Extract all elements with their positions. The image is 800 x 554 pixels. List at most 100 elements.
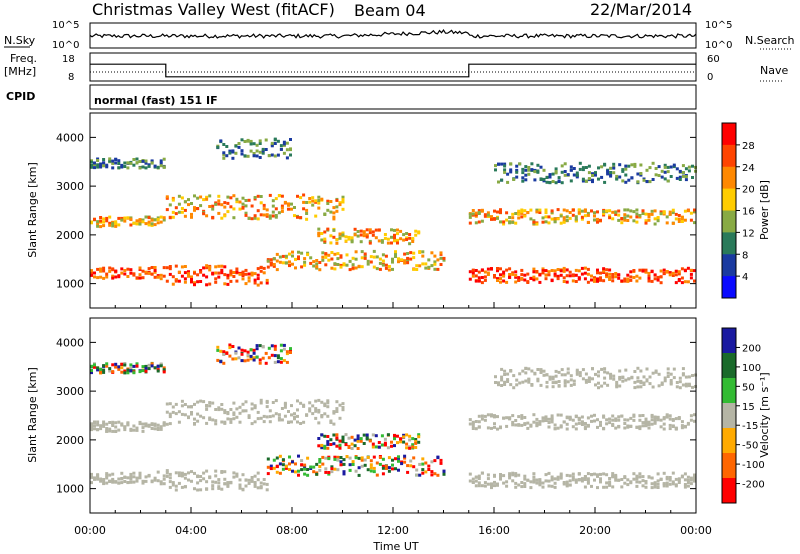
power-cells-cell: [99, 216, 103, 219]
vel-cells-cell: [327, 457, 331, 461]
power-cells-cell: [174, 212, 178, 216]
vel-cells-cell: [551, 385, 555, 389]
power-cells-cell: [387, 265, 391, 268]
vel-cells-cell: [132, 428, 136, 432]
vel-cells-cell: [357, 473, 361, 477]
vel-cells-cell: [439, 458, 443, 462]
power-cells-cell: [602, 269, 606, 273]
vel-cells-cell: [411, 437, 415, 441]
power-cells-cell: [378, 261, 382, 265]
vel-cells-cell: [659, 477, 663, 481]
power-cells-cell: [338, 236, 342, 240]
vel-cells-cell: [141, 429, 145, 433]
power-cells-cell: [202, 198, 206, 202]
vel-cells-cell: [650, 413, 654, 417]
vel-cells-cell: [187, 405, 190, 409]
vel-cells-cell: [633, 370, 637, 373]
power-cells-cell: [683, 218, 687, 222]
vel-cells-cell: [108, 479, 112, 483]
power-cells-cell: [199, 280, 203, 283]
vel-cells-cell: [93, 427, 96, 431]
power-cells-cell: [220, 203, 224, 207]
vel-cells-cell: [235, 474, 239, 478]
vel-cells-cell: [129, 369, 133, 373]
power-cells-cell: [480, 276, 484, 279]
vel-cells-cell: [120, 370, 124, 374]
vel-cells-cell: [323, 412, 327, 416]
power-cells-cell: [609, 166, 613, 170]
vel-cells-cell: [123, 480, 127, 483]
power-cells-cell: [509, 170, 513, 174]
power-cells-cell: [477, 270, 481, 274]
colorbar-tick-label: 200: [742, 343, 761, 354]
vel-cells-cell: [430, 470, 434, 474]
power-cells-cell: [674, 217, 678, 221]
vel-cells-cell: [674, 426, 678, 430]
power-cells-cell: [641, 209, 645, 213]
vel-cells-cell: [123, 371, 127, 375]
vel-cells-cell: [571, 478, 575, 482]
freq-tick-bottom: 8: [68, 72, 74, 83]
power-cells-cell: [114, 224, 118, 228]
power-cells-cell: [153, 270, 157, 274]
vel-cells-cell: [231, 345, 235, 348]
power-cells-cell: [126, 267, 130, 271]
power-cells-cell: [323, 239, 327, 243]
power-cells-cell: [506, 180, 510, 184]
power-cells-cell: [199, 269, 203, 272]
power-cells-cell: [583, 214, 587, 218]
vel-cells-cell: [291, 469, 294, 473]
power-colorbar-label: Power [dB]: [758, 180, 771, 240]
power-cells-cell: [583, 271, 587, 275]
vel-cells-cell: [550, 414, 554, 418]
vel-cells-cell: [335, 433, 339, 437]
vel-cells-cell: [250, 476, 254, 479]
vel-cells-cell: [241, 402, 245, 406]
power-cells-cell: [553, 220, 557, 224]
vel-cells-cell: [524, 379, 528, 383]
power-cells-cell: [285, 156, 289, 160]
power-cells-cell: [332, 228, 336, 232]
power-cells-cell: [406, 252, 410, 255]
power-cells-cell: [659, 275, 663, 279]
power-cells-cell: [593, 278, 596, 281]
power-cells-cell: [520, 215, 524, 219]
power-cells-cell: [261, 147, 265, 151]
vel-cells-cell: [418, 473, 422, 477]
vel-cells-cell: [96, 366, 100, 370]
vel-cells-cell: [156, 470, 160, 474]
vel-cells-cell: [320, 400, 324, 404]
power-cells-cell: [538, 208, 542, 212]
power-cells-cell: [223, 273, 227, 277]
power-cells-cell: [228, 151, 232, 155]
vel-cells-cell: [321, 462, 325, 466]
power-cells-cell: [503, 164, 507, 168]
power-cells-cell: [193, 194, 196, 198]
power-cells-cell: [614, 212, 618, 216]
vel-cells-cell: [396, 441, 399, 445]
vel-cells-cell: [638, 475, 642, 479]
power-cells-cell: [560, 170, 564, 174]
power-cells-cell: [150, 161, 154, 165]
vel-cells-cell: [496, 427, 499, 431]
power-cells-cell: [544, 215, 548, 219]
vel-cells-cell: [511, 479, 515, 483]
vel-cells-cell: [126, 423, 130, 427]
vel-cells-cell: [415, 468, 419, 472]
vel-cells-cell: [406, 470, 410, 474]
power-cells-cell: [171, 198, 175, 202]
vel-cells-cell: [599, 477, 602, 481]
vel-cells-cell: [288, 468, 291, 471]
vel-cells-cell: [581, 368, 585, 372]
power-cells-cell: [384, 263, 388, 267]
power-cells-cell: [638, 268, 642, 272]
power-cells-cell: [535, 210, 539, 214]
power-cells-cell: [232, 194, 236, 198]
power-cells-cell: [259, 213, 263, 217]
vel-cells-cell: [288, 462, 291, 466]
vel-cells-cell: [568, 479, 572, 483]
power-cells-cell: [211, 215, 215, 219]
power-cells-cell: [266, 259, 270, 263]
vel-cells-cell: [238, 478, 242, 482]
power-cells-cell: [117, 223, 121, 227]
